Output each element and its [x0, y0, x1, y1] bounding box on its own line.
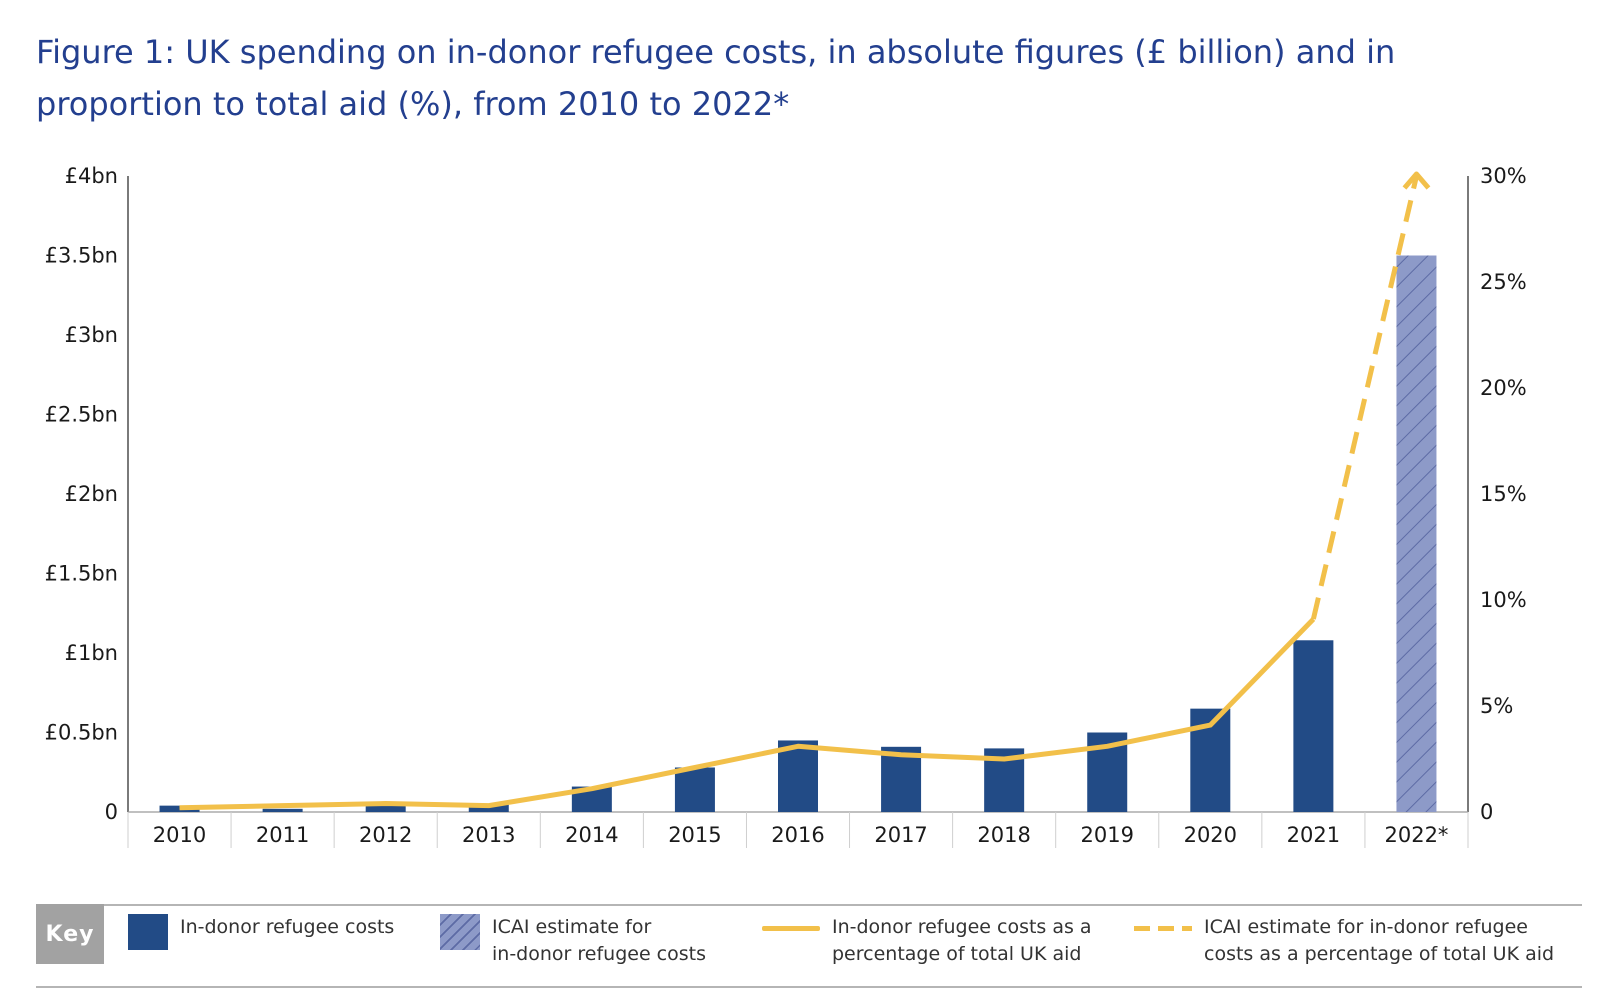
estimate-bar [1396, 255, 1437, 812]
y2-tick-label: 15% [1480, 482, 1527, 506]
legend-label-estimate-bars: ICAI estimate for in-donor refugee costs [492, 916, 706, 965]
y-tick-label: £1bn [65, 641, 118, 665]
x-tick-label: 2015 [668, 823, 721, 847]
x-tick-label: 2012 [359, 823, 412, 847]
x-tick-label: 2013 [462, 823, 515, 847]
y2-tick-label: 30% [1480, 164, 1527, 188]
key-badge: Key [36, 904, 104, 964]
bar [262, 808, 303, 812]
y-tick-label: £2bn [65, 482, 118, 506]
y2-tick-label: 0 [1480, 800, 1493, 824]
y-tick-label: £0.5bn [45, 721, 118, 745]
x-tick-label: 2016 [771, 823, 824, 847]
legend-item-bars: In-donor refugee costs [128, 914, 394, 950]
key-border-bottom [36, 986, 1582, 988]
y-tick-label: £4bn [65, 164, 118, 188]
legend-label-dashed-line: ICAI estimate for in-donor refugee costs… [1204, 916, 1555, 965]
estimate-line-arrowhead [1402, 171, 1431, 190]
legend-swatch-bar [128, 914, 168, 950]
legend-item-dashed-line: ICAI estimate for in-donor refugee costs… [1134, 914, 1554, 968]
x-tick-label: 2018 [977, 823, 1030, 847]
y-tick-label: 0 [105, 800, 118, 824]
y2-tick-label: 20% [1480, 376, 1527, 400]
key-border-top [104, 904, 1582, 906]
x-tick-label: 2022* [1384, 823, 1448, 847]
legend-item-estimate-bars: ICAI estimate for in-donor refugee costs [440, 914, 706, 968]
y-tick-label: £2.5bn [45, 403, 118, 427]
bar [778, 740, 818, 812]
estimate-percentage-line [1310, 175, 1419, 620]
x-tick-label: 2017 [874, 823, 927, 847]
y-tick-label: £3bn [65, 323, 118, 347]
chart-title: Figure 1: UK spending on in-donor refuge… [36, 33, 1396, 123]
bar [1293, 640, 1334, 812]
legend-item-line: In-donor refugee costs as a percentage o… [762, 914, 1092, 968]
percentage-line [179, 617, 1316, 811]
x-tick-label: 2021 [1287, 823, 1340, 847]
y-tick-label: £3.5bn [45, 244, 118, 268]
x-tick-label: 2020 [1184, 823, 1237, 847]
x-tick-label: 2014 [565, 823, 618, 847]
x-tick-label: 2010 [153, 823, 206, 847]
y2-tick-label: 25% [1480, 270, 1527, 294]
legend-swatch-hatched-bar [440, 914, 480, 950]
legend-swatch-line [762, 926, 820, 931]
x-tick-label: 2019 [1081, 823, 1134, 847]
y2-tick-label: 5% [1480, 694, 1513, 718]
y-tick-label: £1.5bn [45, 562, 118, 586]
legend-label-bars: In-donor refugee costs [180, 916, 395, 938]
legend-swatch-dashed-line [1134, 926, 1192, 931]
chart-area: 0 £0.5bn £1bn £1.5bn £2bn £2.5bn £3bn £3.5bn £4b… [45, 164, 1527, 848]
legend-label-line: In-donor refugee costs as a percentage o… [832, 916, 1092, 965]
bar [365, 805, 406, 812]
x-tick-label: 2011 [256, 823, 309, 847]
y2-tick-label: 10% [1480, 588, 1527, 612]
bar [674, 767, 715, 812]
